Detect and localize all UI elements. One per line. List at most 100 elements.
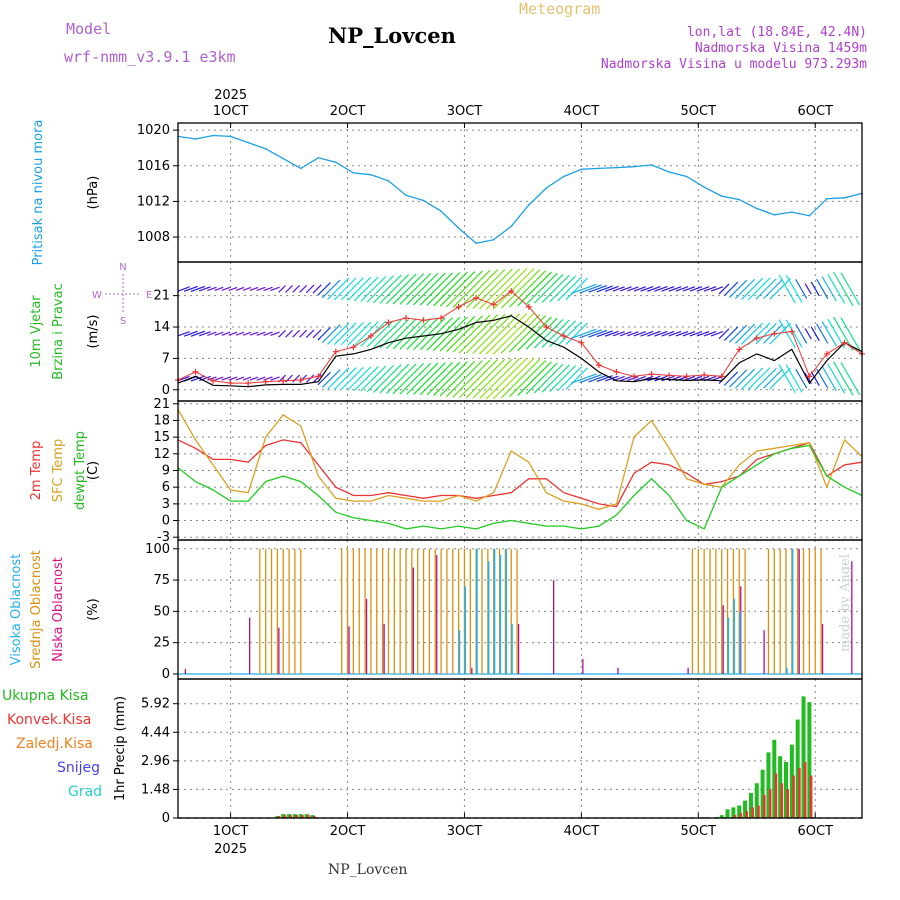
wind-arrow bbox=[452, 269, 491, 308]
wind-gust-marker bbox=[420, 317, 427, 324]
station-altitude: Nadmorska Visina 1459m bbox=[694, 41, 867, 56]
wind-arrow bbox=[198, 375, 211, 382]
wind-gust-marker bbox=[753, 335, 760, 342]
wind-arrow bbox=[500, 358, 541, 399]
wind-gust-marker bbox=[595, 362, 602, 369]
wind-arrow bbox=[249, 331, 259, 336]
pressure-point bbox=[650, 164, 653, 166]
pressure-point bbox=[212, 134, 214, 137]
wind-arrow bbox=[256, 286, 266, 292]
wind-arrow bbox=[340, 367, 364, 391]
wind-gust-marker bbox=[823, 350, 830, 357]
wind-arrow bbox=[579, 284, 602, 294]
wind-arrow bbox=[183, 330, 198, 337]
compass-n: N bbox=[119, 262, 126, 273]
wind-arrow bbox=[755, 323, 777, 345]
wind-arrow bbox=[321, 279, 341, 299]
wind-gust-marker bbox=[841, 339, 848, 346]
wind-arrow bbox=[840, 272, 861, 306]
wind-arrow bbox=[256, 376, 266, 381]
grid-temperature bbox=[178, 401, 862, 540]
wind-arrow bbox=[627, 286, 639, 292]
wind-arrow bbox=[619, 375, 632, 382]
wind-arrow bbox=[327, 367, 350, 390]
precip-conv-bar bbox=[301, 815, 304, 818]
wind-arrow bbox=[270, 286, 280, 292]
precip-conv-bar bbox=[739, 813, 743, 818]
wind-arrow bbox=[399, 362, 432, 395]
wind-arrow bbox=[256, 331, 266, 336]
pressure-point bbox=[615, 166, 618, 169]
wind-arrow bbox=[292, 329, 300, 338]
wind-arrow bbox=[840, 317, 861, 351]
footer-station: NP_Lovcen bbox=[328, 862, 408, 878]
wind-arrow bbox=[433, 361, 468, 396]
wind-arrow bbox=[177, 331, 190, 337]
wind-arrow bbox=[785, 364, 803, 393]
wind-arrow bbox=[177, 286, 190, 292]
wind-arrow bbox=[366, 364, 394, 393]
wind-arrow bbox=[810, 281, 820, 297]
grid-layer bbox=[178, 123, 862, 819]
wind-arrow bbox=[347, 366, 372, 391]
wind-gust-marker bbox=[473, 294, 480, 301]
wind-arrow bbox=[729, 369, 748, 388]
pressure-point bbox=[229, 135, 232, 138]
ytick-label-precipitation-3: 4.44 bbox=[141, 725, 170, 740]
wind-arrow bbox=[517, 271, 552, 307]
precip-conv-bar bbox=[780, 783, 784, 818]
wind-gust-marker bbox=[701, 371, 708, 378]
wind-arrow bbox=[682, 286, 696, 292]
wind-arrow bbox=[517, 316, 552, 351]
wind-arrow bbox=[347, 276, 372, 301]
wind-gust-marker bbox=[683, 373, 690, 380]
wind-arrow bbox=[723, 281, 739, 297]
wind-arrow bbox=[372, 274, 402, 304]
wind-arrow bbox=[492, 268, 535, 310]
wind-arrow bbox=[214, 331, 224, 336]
wind-arrow bbox=[379, 363, 410, 394]
wind-arrow bbox=[413, 272, 446, 306]
panel-frame-precipitation bbox=[177, 678, 863, 819]
wind-gust-marker bbox=[806, 373, 813, 380]
wind-arrow bbox=[485, 267, 528, 310]
precip-total-bar bbox=[292, 814, 297, 818]
wind-arrow bbox=[633, 286, 646, 292]
wind-arrow bbox=[472, 358, 513, 399]
precip-conv-bar bbox=[289, 815, 293, 818]
wind-arrow bbox=[228, 331, 238, 336]
precip-legend-1: Konvek.Kisa bbox=[7, 712, 91, 728]
wind-arrow bbox=[549, 365, 577, 392]
wind-arrow bbox=[557, 321, 583, 347]
wind-arrow bbox=[433, 316, 468, 352]
pressure-point bbox=[685, 175, 688, 178]
wind-arrow bbox=[769, 322, 791, 345]
wind-arrow bbox=[778, 274, 796, 304]
wind-arrow bbox=[399, 317, 432, 350]
wind-arrow bbox=[661, 286, 675, 292]
wind-arrow bbox=[729, 324, 748, 343]
wind-series bbox=[175, 267, 865, 400]
wind-arrow bbox=[596, 375, 613, 382]
wind-arrow bbox=[333, 322, 357, 346]
wind-gust-marker bbox=[578, 339, 585, 346]
wind-arrow bbox=[517, 361, 552, 396]
wind-arrow bbox=[804, 283, 812, 295]
wind-arrow bbox=[703, 286, 717, 292]
wind-arrow bbox=[333, 277, 357, 301]
wind-arrow bbox=[565, 277, 588, 301]
precip-total-bar bbox=[789, 744, 794, 818]
wind-arrow bbox=[242, 286, 252, 291]
wind-arrow bbox=[734, 278, 756, 299]
wind-arrow bbox=[479, 358, 520, 400]
wind-arrow bbox=[485, 312, 528, 355]
wind-gust-marker bbox=[262, 378, 269, 385]
wind-arrow bbox=[379, 274, 410, 304]
precip-total-bar bbox=[807, 702, 812, 818]
wind-arrow bbox=[533, 318, 564, 349]
top-time-label-0: 1OCT bbox=[213, 104, 249, 119]
wind-arrow bbox=[190, 375, 206, 382]
ytick-label-pressure-3: 1020 bbox=[137, 123, 170, 138]
wind-arrow bbox=[570, 373, 597, 384]
model-altitude: Nadmorska Visina u modelu 973.293m bbox=[600, 57, 867, 72]
